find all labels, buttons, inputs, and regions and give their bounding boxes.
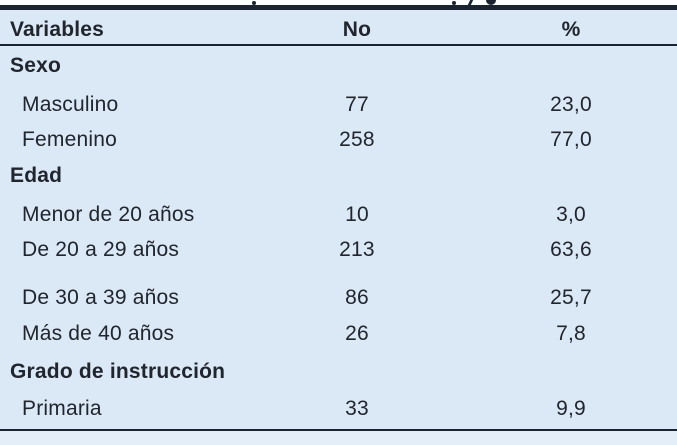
table-bottom-rule [0, 429, 677, 431]
row-label: Masculino [22, 93, 119, 116]
cropped-title-remnants [0, 0, 677, 5]
row-count-value: 213 [339, 238, 375, 261]
table-row: Masculino 77 23,0 [0, 87, 677, 123]
table-row: De 20 a 29 años 213 63,6 [0, 232, 677, 268]
column-header-no: No [342, 18, 372, 41]
row-count-value: 33 [345, 397, 369, 420]
header-divider-rule [0, 44, 677, 46]
row-count-value: 77 [345, 93, 369, 116]
text-descender-mark [452, 1, 456, 5]
row-label: Grado de instrucción [10, 360, 226, 383]
table-top-rule [0, 5, 677, 10]
row-label: De 20 a 29 años [22, 238, 180, 261]
table-row-group: Grado de instrucción [0, 354, 677, 390]
table-row: Femenino 258 77,0 [0, 122, 677, 158]
row-percent-value: 9,9 [556, 397, 586, 420]
row-count-value: 86 [345, 286, 369, 309]
row-percent-value: 63,6 [550, 238, 592, 261]
row-label: Menor de 20 años [22, 203, 195, 226]
row-percent-value: 77,0 [550, 128, 592, 151]
row-label: Sexo [10, 54, 61, 77]
footer-strip [0, 431, 677, 445]
table-row: Primaria 33 9,9 [0, 391, 677, 427]
text-descender-mark [252, 1, 256, 5]
row-percent-value: 3,0 [556, 203, 586, 226]
row-percent-value: 7,8 [556, 322, 586, 345]
table-header-row: Variables No % [0, 16, 677, 44]
row-percent-value: 23,0 [550, 93, 592, 116]
row-count-value: 10 [345, 203, 369, 226]
row-label: Edad [10, 164, 63, 187]
table-row-group: Sexo [0, 48, 677, 84]
row-label: Femenino [22, 128, 117, 151]
table-row: Más de 40 años 26 7,8 [0, 316, 677, 352]
table-row: De 30 a 39 años 86 25,7 [0, 280, 677, 316]
text-descender-mark [486, 0, 496, 5]
row-count-value: 258 [339, 128, 375, 151]
row-label: Primaria [22, 397, 102, 420]
column-header-percent: % [561, 18, 581, 41]
row-label: Más de 40 años [22, 322, 175, 345]
column-header-variables: Variables [10, 18, 105, 41]
table-row-group: Edad [0, 158, 677, 194]
table-row: Menor de 20 años 10 3,0 [0, 197, 677, 233]
row-count-value: 26 [345, 322, 369, 345]
row-label: De 30 a 39 años [22, 286, 180, 309]
row-percent-value: 25,7 [550, 286, 592, 309]
